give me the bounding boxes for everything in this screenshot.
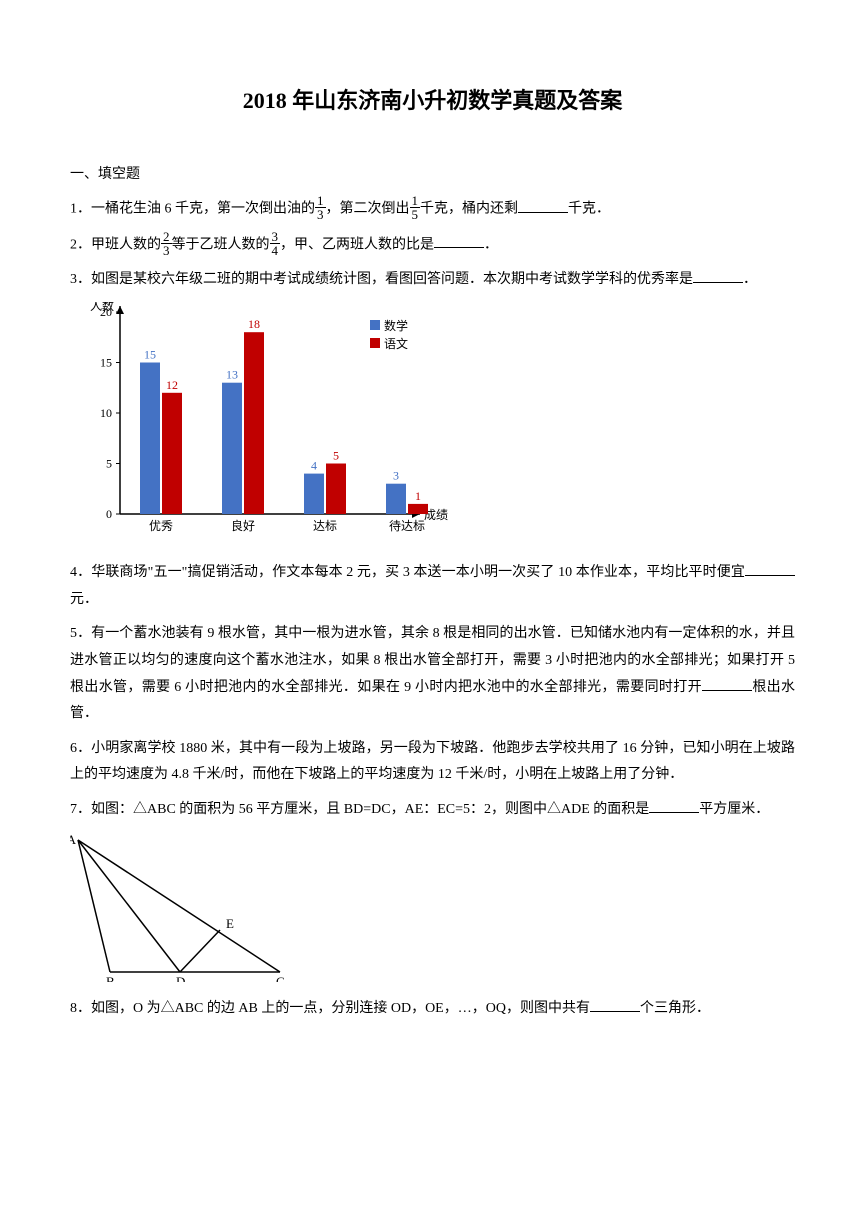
question-5: 5．有一个蓄水池装有 9 根水管，其中一根为进水管，其余 8 根是相同的出水管．… xyxy=(70,621,795,727)
svg-text:4: 4 xyxy=(311,458,317,472)
svg-text:语文: 语文 xyxy=(384,336,408,351)
question-4: 4．华联商场"五一"搞促销活动，作文本每本 2 元，买 3 本送一本小明一次买了… xyxy=(70,560,795,613)
svg-text:13: 13 xyxy=(226,367,238,381)
q4-text: 元． xyxy=(70,592,98,607)
svg-text:良好: 良好 xyxy=(231,518,255,533)
question-2: 2．甲班人数的23等于乙班人数的34，甲、乙两班人数的比是 ． xyxy=(70,232,795,259)
svg-text:待达标: 待达标 xyxy=(389,519,425,533)
svg-text:18: 18 xyxy=(248,317,260,331)
fraction: 13 xyxy=(315,194,326,221)
svg-text:B: B xyxy=(106,974,115,982)
svg-text:E: E xyxy=(226,916,234,931)
section-heading: 一、填空题 xyxy=(70,162,795,189)
q1-text: 千克． xyxy=(568,202,610,217)
q1-text: ，第二次倒出 xyxy=(326,202,410,217)
svg-text:C: C xyxy=(276,974,285,982)
svg-text:D: D xyxy=(176,974,185,982)
svg-text:10: 10 xyxy=(100,406,112,420)
fill-blank xyxy=(434,234,484,248)
triangle-svg: A B D C E xyxy=(70,832,300,982)
question-3: 3．如图是某校六年级二班的期中考试成绩统计图，看图回答问题．本次期中考试数学学科… xyxy=(70,267,795,294)
svg-text:5: 5 xyxy=(106,456,112,470)
q7-text: 平方厘米． xyxy=(699,802,769,817)
q3-text: ． xyxy=(743,272,757,287)
svg-text:3: 3 xyxy=(393,468,399,482)
q2-text: 2．甲班人数的 xyxy=(70,237,161,252)
svg-text:数学: 数学 xyxy=(384,318,408,333)
fill-blank xyxy=(590,998,640,1012)
fill-blank xyxy=(702,677,752,691)
svg-text:1: 1 xyxy=(415,489,421,503)
q2-text: 等于乙班人数的 xyxy=(172,237,270,252)
fill-blank xyxy=(649,799,699,813)
q3-text: 3．如图是某校六年级二班的期中考试成绩统计图，看图回答问题．本次期中考试数学学科… xyxy=(70,272,693,287)
q1-text: 千克，桶内还剩 xyxy=(420,202,518,217)
svg-text:A: A xyxy=(70,832,77,847)
question-7: 7．如图：△ABC 的面积为 56 平方厘米，且 BD=DC，AE：EC=5：2… xyxy=(70,797,795,824)
fraction: 23 xyxy=(161,230,172,257)
svg-text:人数: 人数 xyxy=(90,302,114,313)
chart-svg: 05101520人数成绩1512优秀1318良好45达标31待达标数学语文 xyxy=(70,302,470,542)
fill-blank xyxy=(518,199,568,213)
svg-text:达标: 达标 xyxy=(313,519,337,533)
q8-text: 个三角形． xyxy=(640,1001,710,1016)
question-8: 8．如图，O 为△ABC 的边 AB 上的一点，分别连接 OD，OE，…，OQ，… xyxy=(70,996,795,1023)
fill-blank xyxy=(693,269,743,283)
question-1: 1．一桶花生油 6 千克，第一次倒出油的13，第二次倒出15千克，桶内还剩 千克． xyxy=(70,196,795,223)
question-6: 6．小明家离学校 1880 米，其中有一段为上坡路，另一段为下坡路．他跑步去学校… xyxy=(70,736,795,789)
q7-text: 7．如图：△ABC 的面积为 56 平方厘米，且 BD=DC，AE：EC=5：2… xyxy=(70,802,649,817)
svg-text:15: 15 xyxy=(144,347,156,361)
q8-text: 8．如图，O 为△ABC 的边 AB 上的一点，分别连接 OD，OE，…，OQ，… xyxy=(70,1001,590,1016)
svg-text:12: 12 xyxy=(166,377,178,391)
q2-text: ，甲、乙两班人数的比是 xyxy=(280,237,434,252)
q4-text: 4．华联商场"五一"搞促销活动，作文本每本 2 元，买 3 本送一本小明一次买了… xyxy=(70,565,745,580)
svg-text:0: 0 xyxy=(106,507,112,521)
svg-text:优秀: 优秀 xyxy=(149,519,173,533)
q1-text: 1．一桶花生油 6 千克，第一次倒出油的 xyxy=(70,202,315,217)
q5-text: 5．有一个蓄水池装有 9 根水管，其中一根为进水管，其余 8 根是相同的出水管．… xyxy=(70,626,795,694)
q2-text: ． xyxy=(484,237,498,252)
fraction: 34 xyxy=(270,230,281,257)
page-title: 2018 年山东济南小升初数学真题及答案 xyxy=(70,80,795,122)
fill-blank xyxy=(745,562,795,576)
svg-text:15: 15 xyxy=(100,355,112,369)
fraction: 15 xyxy=(410,194,421,221)
triangle-figure: A B D C E xyxy=(70,832,795,993)
svg-text:5: 5 xyxy=(333,448,339,462)
bar-chart: 05101520人数成绩1512优秀1318良好45达标31待达标数学语文 xyxy=(70,302,795,553)
